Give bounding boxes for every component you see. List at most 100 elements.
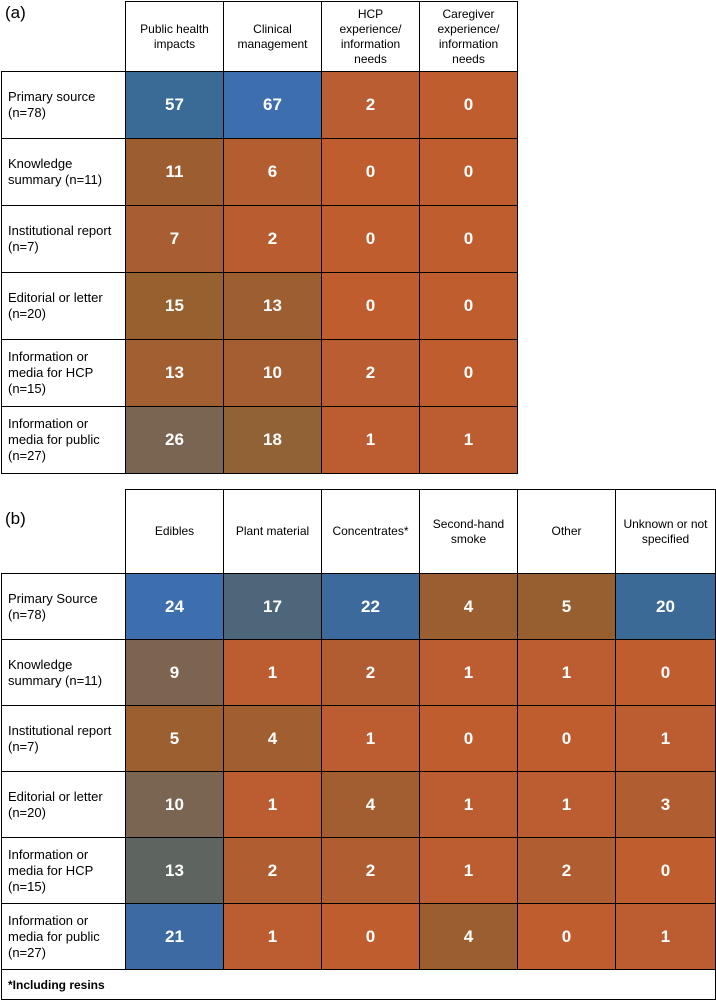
panel-b-label: (b)	[5, 509, 26, 528]
footnote: *Including resins	[1, 969, 716, 1000]
column-header: Clinical management	[223, 1, 322, 72]
heatmap-cell: 15	[125, 272, 224, 340]
column-header: Unknown or not specified	[615, 489, 716, 574]
heatmap-cell: 67	[223, 71, 322, 139]
header-row: Edibles Plant material Concentrates* Sec…	[2, 489, 716, 574]
row-header: Institutional report (n=7)	[1, 705, 126, 772]
heatmap-cell: 11	[125, 138, 224, 206]
heatmap-cell: 1	[419, 837, 518, 904]
table-row: Information or media for HCP (n=15) 13 10 2…	[1, 339, 518, 407]
heatmap-cell: 1	[419, 406, 518, 474]
heatmap-cell: 1	[517, 771, 616, 838]
heatmap-cell: 2	[321, 837, 420, 904]
table-row: Knowledge summary (n=11) 11 6 0 0	[1, 138, 518, 206]
heatmap-cell: 2	[223, 837, 322, 904]
heatmap-cell: 4	[321, 771, 420, 838]
heatmap-cell: 13	[125, 837, 224, 904]
table-row: Primary Source (n=78) 24 17 22 4 5 20	[1, 573, 716, 640]
row-header: Information or media for HCP (n=15)	[1, 837, 126, 904]
table-row: Knowledge summary (n=11) 9 1 2 1 1 0	[1, 639, 716, 706]
heatmap-cell: 6	[223, 138, 322, 206]
row-header: Knowledge summary (n=11)	[1, 639, 126, 706]
heatmap-cell: 0	[321, 138, 420, 206]
row-header: Primary Source (n=78)	[1, 573, 126, 640]
heatmap-table-a: Public health impacts Clinical managemen…	[1, 1, 518, 474]
heatmap-cell: 20	[615, 573, 716, 640]
heatmap-cell: 1	[321, 705, 420, 772]
heatmap-cell: 7	[125, 205, 224, 273]
heatmap-cell: 13	[125, 339, 224, 407]
heatmap-cell: 0	[321, 272, 420, 340]
heatmap-cell: 21	[125, 903, 224, 970]
column-header: Second-hand smoke	[419, 489, 518, 574]
table-row: Institutional report (n=7) 5 4 1 0 0 1	[1, 705, 716, 772]
heatmap-cell: 4	[419, 903, 518, 970]
heatmap-cell: 0	[419, 205, 518, 273]
corner-cell	[2, 490, 126, 574]
heatmap-cell: 1	[615, 705, 716, 772]
heatmap-cell: 0	[419, 138, 518, 206]
column-header: HCP experience/ information needs	[321, 1, 420, 72]
heatmap-cell: 3	[615, 771, 716, 838]
table-row: Institutional report (n=7) 7 2 0 0	[1, 205, 518, 273]
header-row: Public health impacts Clinical managemen…	[2, 1, 518, 72]
table-row: Information or media for public (n=27) 21…	[1, 903, 716, 970]
row-header: Information or media for HCP (n=15)	[1, 339, 126, 407]
heatmap-cell: 2	[321, 639, 420, 706]
heatmap-cell: 0	[321, 205, 420, 273]
footnote-row: *Including resins	[1, 969, 716, 1000]
table-row: Information or media for HCP (n=15) 13 2 2 1…	[1, 837, 716, 904]
column-header: Caregiver experience/ information needs	[419, 1, 518, 72]
heatmap-cell: 1	[419, 639, 518, 706]
row-header: Knowledge summary (n=11)	[1, 138, 126, 206]
heatmap-cell: 0	[517, 705, 616, 772]
heatmap-cell: 0	[517, 903, 616, 970]
heatmap-cell: 22	[321, 573, 420, 640]
heatmap-cell: 1	[517, 639, 616, 706]
heatmap-cell: 0	[615, 639, 716, 706]
corner-cell	[2, 2, 126, 72]
heatmap-cell: 9	[125, 639, 224, 706]
heatmap-cell: 1	[223, 903, 322, 970]
heatmap-cell: 2	[321, 71, 420, 139]
heatmap-cell: 5	[517, 573, 616, 640]
table-row: Editorial or letter (n=20) 10 1 4 1 1 3	[1, 771, 716, 838]
table-row: Primary source (n=78) 57 67 2 0	[1, 71, 518, 139]
column-header: Plant material	[223, 489, 322, 574]
heatmap-cell: 1	[223, 639, 322, 706]
heatmap-cell: 4	[419, 573, 518, 640]
heatmap-cell: 18	[223, 406, 322, 474]
heatmap-cell: 17	[223, 573, 322, 640]
heatmap-cell: 57	[125, 71, 224, 139]
heatmap-cell: 10	[223, 339, 322, 407]
panel-a-label: (a)	[5, 3, 26, 22]
heatmap-cell: 5	[125, 705, 224, 772]
table-row: Editorial or letter (n=20) 15 13 0 0	[1, 272, 518, 340]
heatmap-cell: 0	[419, 71, 518, 139]
heatmap-cell: 2	[321, 339, 420, 407]
heatmap-cell: 26	[125, 406, 224, 474]
row-header: Editorial or letter (n=20)	[1, 272, 126, 340]
row-header: Information or media for public (n=27)	[1, 406, 126, 474]
heatmap-cell: 0	[419, 705, 518, 772]
heatmap-cell: 10	[125, 771, 224, 838]
row-header: Institutional report (n=7)	[1, 205, 126, 273]
table-row: Information or media for public (n=27) 26…	[1, 406, 518, 474]
heatmap-cell: 4	[223, 705, 322, 772]
heatmap-cell: 13	[223, 272, 322, 340]
heatmap-cell: 1	[419, 771, 518, 838]
row-header: Information or media for public (n=27)	[1, 903, 126, 970]
heatmap-cell: 1	[615, 903, 716, 970]
column-header: Other	[517, 489, 616, 574]
row-header: Editorial or letter (n=20)	[1, 771, 126, 838]
heatmap-cell: 0	[419, 272, 518, 340]
heatmap-cell: 0	[615, 837, 716, 904]
row-header: Primary source (n=78)	[1, 71, 126, 139]
heatmap-cell: 2	[223, 205, 322, 273]
column-header: Edibles	[125, 489, 224, 574]
heatmap-cell: 24	[125, 573, 224, 640]
heatmap-cell: 0	[321, 903, 420, 970]
heatmap-cell: 0	[419, 339, 518, 407]
column-header: Public health impacts	[125, 1, 224, 72]
heatmap-cell: 1	[223, 771, 322, 838]
